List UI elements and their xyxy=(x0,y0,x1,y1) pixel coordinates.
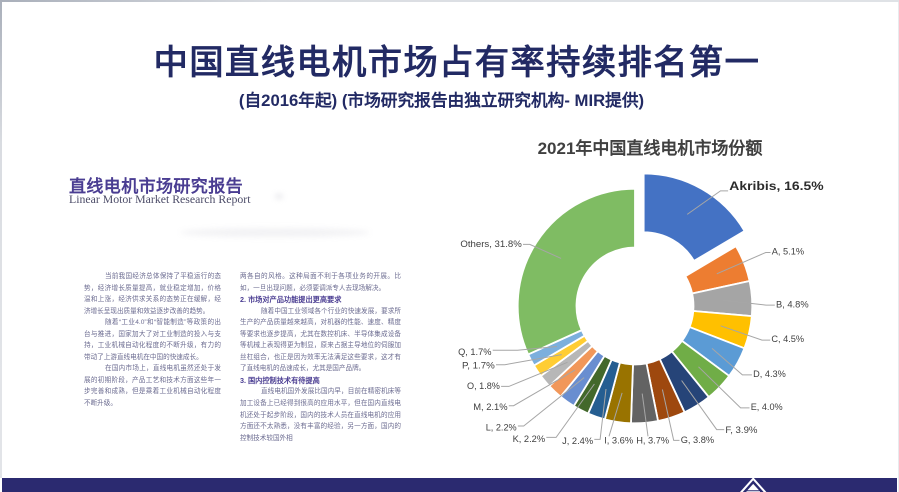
svg-text:J, 2.4%: J, 2.4% xyxy=(562,435,593,446)
svg-text:H, 3.7%: H, 3.7% xyxy=(636,435,669,446)
svg-text:L, 2.2%: L, 2.2% xyxy=(486,422,517,433)
svg-text:Others, 31.8%: Others, 31.8% xyxy=(460,238,521,249)
svg-text:K, 2.2%: K, 2.2% xyxy=(513,433,546,444)
svg-text:B, 4.8%: B, 4.8% xyxy=(776,299,809,310)
svg-text:G, 3.8%: G, 3.8% xyxy=(681,434,714,445)
svg-text:E, 4.0%: E, 4.0% xyxy=(751,401,783,412)
svg-text:O, 1.8%: O, 1.8% xyxy=(467,380,500,391)
svg-text:D, 4.3%: D, 4.3% xyxy=(753,368,786,379)
svg-text:I, 3.6%: I, 3.6% xyxy=(604,435,633,446)
svg-text:C, 4.5%: C, 4.5% xyxy=(771,333,804,344)
svg-text:Q, 1.7%: Q, 1.7% xyxy=(458,346,491,357)
svg-text:A, 5.1%: A, 5.1% xyxy=(772,246,804,257)
svg-text:M, 2.1%: M, 2.1% xyxy=(473,401,507,412)
svg-text:Akribis, 16.5%: Akribis, 16.5% xyxy=(729,181,823,193)
svg-text:F, 3.9%: F, 3.9% xyxy=(725,424,757,435)
svg-text:P, 1.7%: P, 1.7% xyxy=(462,360,495,371)
